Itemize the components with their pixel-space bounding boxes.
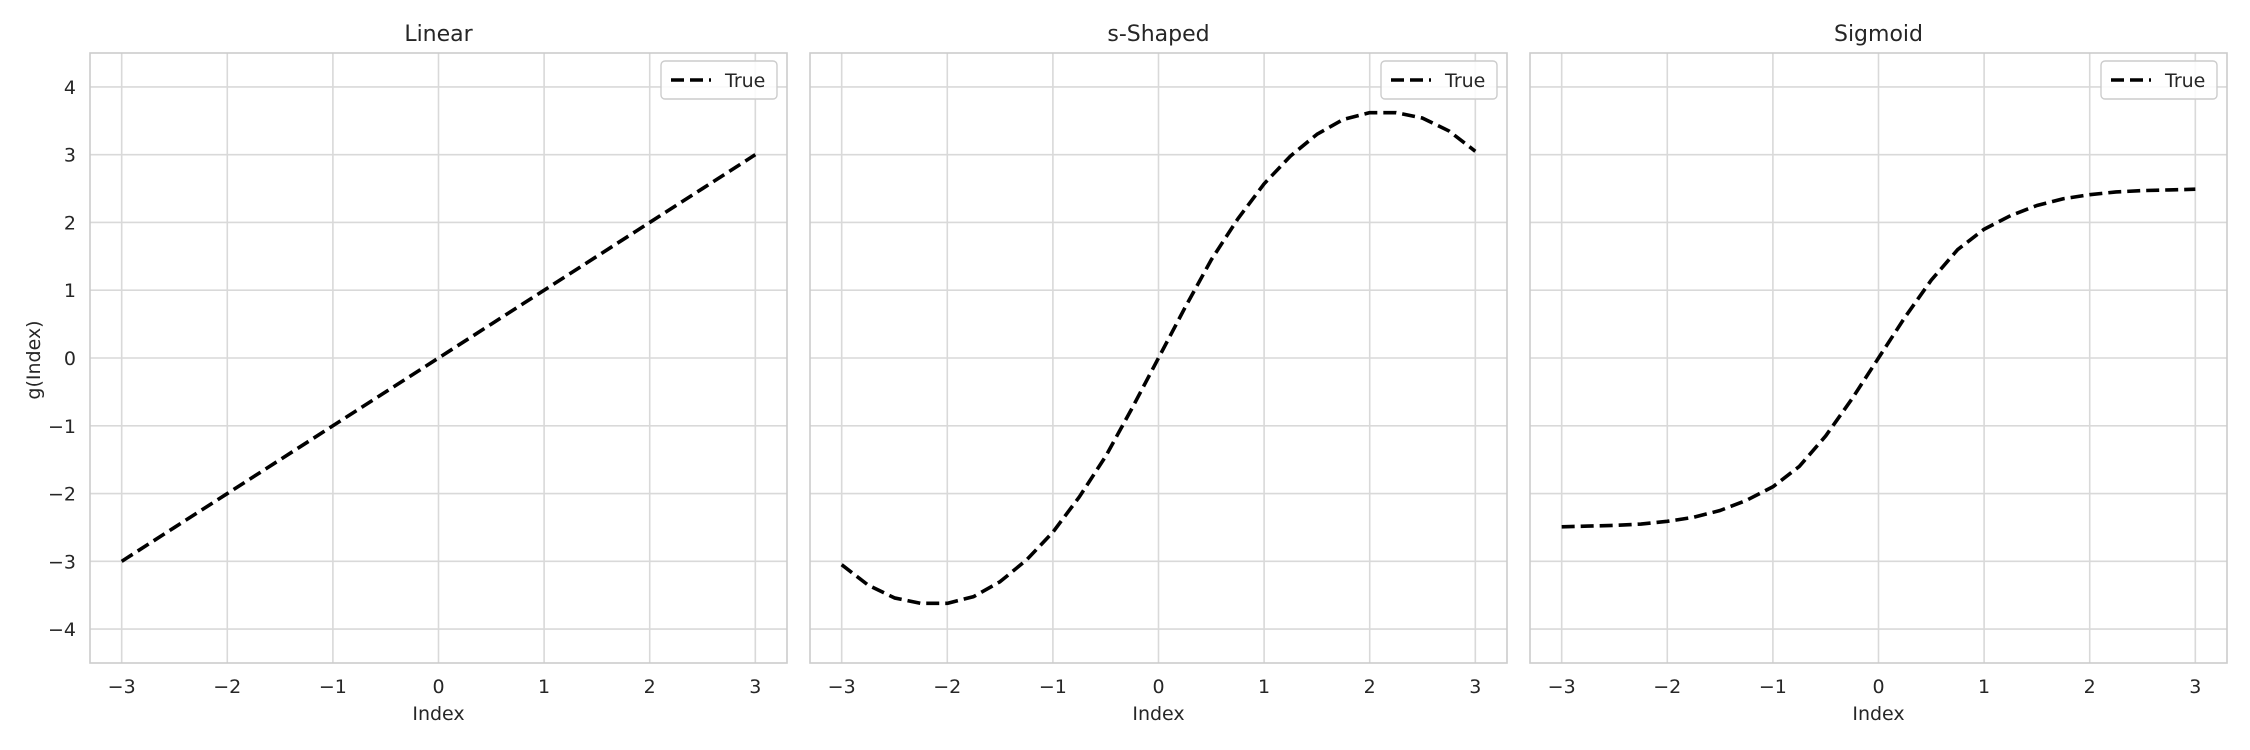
- y-tick-label: −3: [48, 551, 76, 573]
- legend-box: [1380, 60, 1498, 100]
- chart-panel-3: −3 −2 −1 0 1 2 3 Index Sigmoid True: [1529, 22, 2228, 725]
- legend-label: True: [1444, 70, 1485, 92]
- x-tick-label: −1: [1039, 676, 1067, 698]
- y-tick-label: 1: [64, 280, 76, 302]
- series-line-true: [120, 153, 757, 563]
- series-line-true: [1561, 187, 2196, 529]
- y-tick-label: 2: [64, 212, 76, 234]
- legend: True: [2100, 60, 2218, 100]
- chart-panel-2: −3 −2 −1 0 1 2 3 Index s-Shaped True: [809, 22, 1508, 725]
- x-tick-label: −3: [108, 676, 136, 698]
- y-tick-label: 4: [64, 77, 76, 99]
- chart-panel-1: −3 −2 −1 0 1 2 3 −4 −3 −2 −1 0 1 2 3 4 Index Linear True: [48, 22, 788, 725]
- x-tick-label: 3: [749, 676, 761, 698]
- y-tick-label: 3: [64, 145, 76, 167]
- panel-title: Linear: [404, 22, 473, 47]
- x-tick-label: −3: [828, 676, 856, 698]
- x-axis-title: Index: [1132, 703, 1184, 725]
- x-axis-title: Index: [1852, 703, 1904, 725]
- chart-panels: −3 −2 −1 0 1 2 3−4−3−2−101234IndexLinearTrue−3…: [48, 22, 2228, 725]
- x-tick-label: 3: [1469, 676, 1481, 698]
- y-tick-label: −4: [48, 619, 76, 641]
- x-axis-title: Index: [412, 703, 464, 725]
- x-tick-label: 1: [538, 676, 550, 698]
- plot-frame: [89, 52, 788, 664]
- x-tick-label: 0: [432, 676, 444, 698]
- legend: True: [1380, 60, 1498, 100]
- x-tick-label: 3: [2189, 676, 2201, 698]
- y-tick-label: −2: [48, 484, 76, 506]
- x-tick-label: 0: [1872, 676, 1884, 698]
- x-tick-label: 1: [1258, 676, 1270, 698]
- legend-box: [660, 60, 778, 100]
- plot-frame: [1529, 52, 2228, 664]
- x-tick-label: 2: [1364, 676, 1376, 698]
- legend-label: True: [2164, 70, 2205, 92]
- y-tick-label: 0: [64, 348, 76, 370]
- x-tick-label: −1: [319, 676, 347, 698]
- x-tick-label: 1: [1978, 676, 1990, 698]
- x-tick-label: −2: [933, 676, 961, 698]
- x-tick-label: −3: [1548, 676, 1576, 698]
- x-tick-label: −1: [1759, 676, 1787, 698]
- legend: True: [660, 60, 778, 100]
- y-tick-label: −1: [48, 416, 76, 438]
- y-axis-title: g(Index): [23, 320, 45, 399]
- panel-title: s-Shaped: [1107, 22, 1209, 47]
- panel-title: Sigmoid: [1834, 22, 1923, 47]
- legend-box: [2100, 60, 2218, 100]
- legend-label: True: [724, 70, 765, 92]
- x-tick-label: 2: [2084, 676, 2096, 698]
- x-tick-label: 0: [1152, 676, 1164, 698]
- x-tick-label: 2: [644, 676, 656, 698]
- series-line-true: [840, 110, 1477, 606]
- plot-frame: [809, 52, 1508, 664]
- x-tick-label: −2: [213, 676, 241, 698]
- x-tick-label: −2: [1653, 676, 1681, 698]
